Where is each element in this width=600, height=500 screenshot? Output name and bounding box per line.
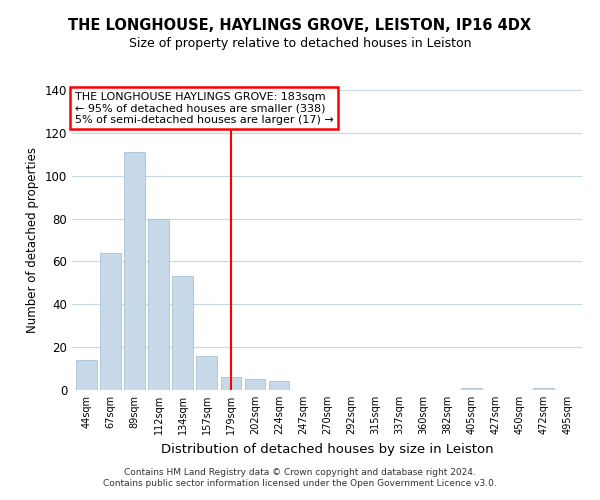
Bar [196, 356, 217, 390]
Bar [148, 218, 169, 390]
X-axis label: Distribution of detached houses by size in Leiston: Distribution of detached houses by size … [161, 442, 493, 456]
Bar [76, 360, 97, 390]
Bar [124, 152, 145, 390]
Text: Contains HM Land Registry data © Crown copyright and database right 2024.
Contai: Contains HM Land Registry data © Crown c… [103, 468, 497, 487]
Bar [461, 388, 482, 390]
Bar [221, 377, 241, 390]
Bar [172, 276, 193, 390]
Bar [533, 388, 554, 390]
Bar [245, 380, 265, 390]
Text: Size of property relative to detached houses in Leiston: Size of property relative to detached ho… [129, 38, 471, 51]
Text: THE LONGHOUSE, HAYLINGS GROVE, LEISTON, IP16 4DX: THE LONGHOUSE, HAYLINGS GROVE, LEISTON, … [68, 18, 532, 32]
Bar [269, 382, 289, 390]
Bar [100, 253, 121, 390]
Y-axis label: Number of detached properties: Number of detached properties [26, 147, 39, 333]
Text: THE LONGHOUSE HAYLINGS GROVE: 183sqm
← 95% of detached houses are smaller (338)
: THE LONGHOUSE HAYLINGS GROVE: 183sqm ← 9… [74, 92, 334, 124]
